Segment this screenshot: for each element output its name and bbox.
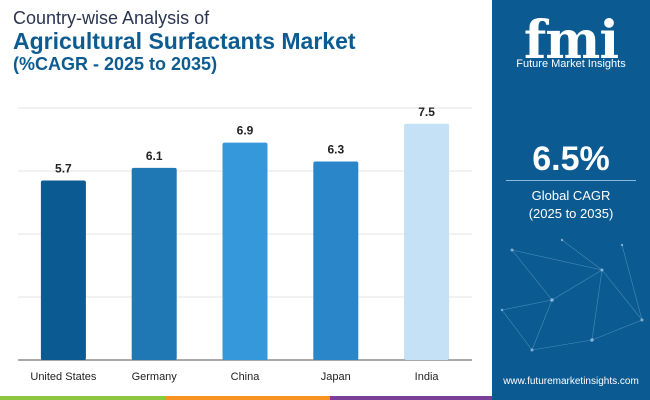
- bottom-stripe-orange: [165, 396, 330, 400]
- bar-chart: 5.7 United States 6.1 Germany 6.9 China 6.3 Jap…: [18, 105, 472, 383]
- bottom-stripe-green: [0, 396, 165, 400]
- x-tick-label: United States: [30, 371, 97, 383]
- x-tick-label: India: [415, 371, 440, 383]
- sidebar-panel: fmi Future Market Insights 6.5% Global C…: [492, 0, 650, 400]
- bar-india: [404, 123, 450, 360]
- bar-germany: [131, 167, 177, 360]
- global-cagr-value: 6.5%: [532, 140, 610, 178]
- bar-united-states: [40, 180, 86, 360]
- data-label: 7.5: [418, 105, 435, 119]
- bar-china: [222, 142, 268, 360]
- bottom-stripe-purple: [330, 396, 492, 400]
- x-tick-label: China: [231, 371, 261, 383]
- x-tick-label: Germany: [132, 371, 178, 383]
- data-label: 6.9: [237, 124, 254, 138]
- x-tick-label: Japan: [321, 371, 351, 383]
- data-label: 5.7: [55, 161, 72, 175]
- global-cagr-period: (2025 to 2035): [528, 206, 614, 221]
- title-line-3: (%CAGR - 2025 to 2035): [13, 54, 218, 74]
- data-label: 6.3: [327, 143, 344, 157]
- divider: [506, 180, 636, 181]
- fmi-logo: fmi: [523, 10, 619, 71]
- logo-caption: Future Market Insights: [516, 58, 626, 70]
- title-line-1: Country-wise Analysis of: [13, 8, 210, 28]
- title-line-2: Agricultural Surfactants Market: [13, 28, 356, 54]
- website-url[interactable]: www.futuremarketinsights.com: [503, 376, 639, 387]
- bar-japan: [313, 161, 359, 360]
- data-label: 6.1: [146, 149, 163, 163]
- network-graphic-icon: [500, 238, 644, 352]
- global-cagr-label: Global CAGR: [531, 188, 611, 203]
